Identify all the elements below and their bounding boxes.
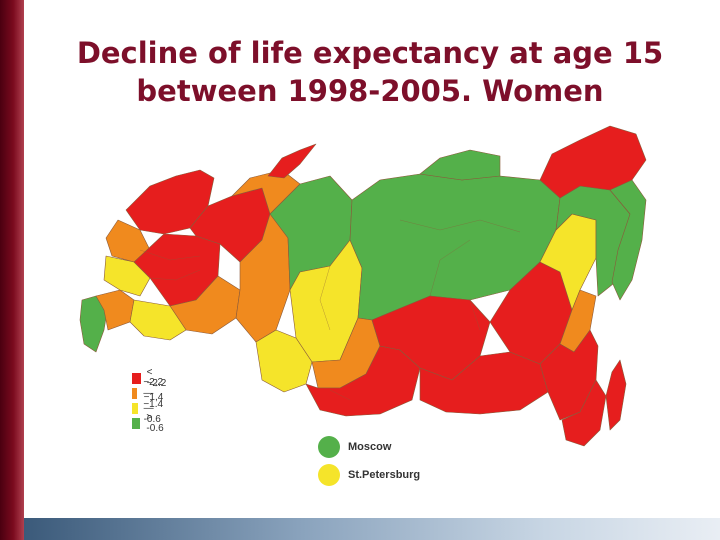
moscow-dot-icon bbox=[318, 436, 340, 458]
map-region-khabarovsk-red bbox=[539, 329, 599, 421]
legend-item-below-minus-2-2: < −2.2 bbox=[132, 367, 169, 389]
legend-item-1-4-to-0-6: −1,4— -0.6 bbox=[132, 392, 169, 425]
title-line-2: between 1998-2005. Women bbox=[136, 74, 604, 108]
legend-swatch-orange bbox=[132, 387, 138, 399]
legend-swatch-red bbox=[132, 372, 141, 384]
map-region-chukotka-red bbox=[539, 125, 647, 199]
legend-item-2-2-to-1-4: −2,2— −1.4 bbox=[132, 377, 169, 410]
slide-bottom-accent-bar bbox=[24, 518, 720, 540]
legend-swatch-green bbox=[132, 417, 141, 429]
map-region-taymyr-green bbox=[419, 149, 501, 181]
map-region-northwest-red bbox=[125, 169, 215, 235]
map-region-baikal-red bbox=[419, 351, 549, 415]
map-region-arctic-island-red bbox=[267, 143, 317, 179]
slide-title: Decline of life expectancy at age 15 bet… bbox=[40, 34, 700, 110]
map-region-south-yellow bbox=[129, 299, 187, 341]
legend-label: > -0.6 bbox=[146, 412, 164, 434]
map-region-primorye-red bbox=[561, 379, 607, 447]
city-label: St.Petersburg bbox=[348, 469, 421, 481]
map-region-kamchatka-green bbox=[609, 179, 647, 301]
title-line-1: Decline of life expectancy at age 15 bbox=[76, 36, 664, 70]
city-legend-moscow: Moscow bbox=[318, 436, 391, 458]
city-legend-st-petersburg: St.Petersburg bbox=[318, 464, 420, 486]
map-region-sakhalin-red bbox=[605, 359, 627, 431]
legend-label: < −2.2 bbox=[146, 367, 167, 389]
legend-swatch-yellow bbox=[132, 402, 138, 414]
legend-label: −1,4— -0.6 bbox=[143, 391, 164, 425]
city-label: Moscow bbox=[348, 441, 392, 453]
map-region-omsk-yellow bbox=[255, 329, 313, 393]
slide-left-accent-bar bbox=[0, 0, 24, 540]
st-petersburg-dot-icon bbox=[318, 464, 340, 486]
map-region-urals-orange bbox=[235, 213, 291, 343]
legend-item-above-minus-0-6: > -0.6 bbox=[132, 412, 166, 434]
legend-label: −2,2— −1.4 bbox=[143, 376, 164, 410]
